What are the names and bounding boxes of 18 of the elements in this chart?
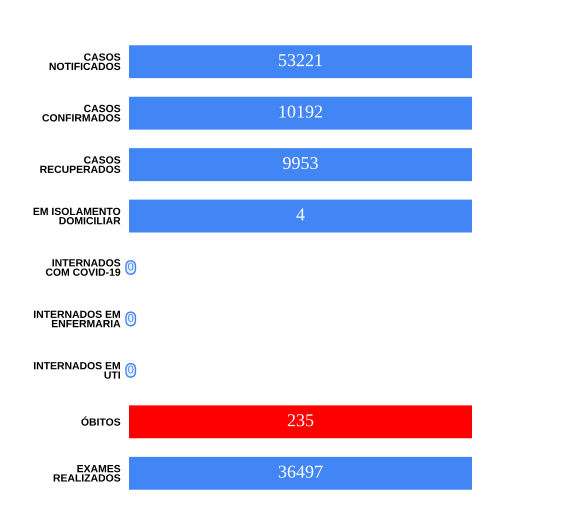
data-label: 10192 [280,106,322,118]
data-label: 53221 [278,54,322,66]
category-label: CASOS CONFIRMADOS [42,104,120,122]
category-label: EXAMES REALIZADOS [54,464,120,482]
data-label: 235 [288,414,314,426]
data-label: 0 [128,366,134,374]
category-label: CASOS NOTIFICADOS [50,53,120,70]
data-label: 0 [128,314,134,322]
category-label: INTERNADOS EM ENFERMARIA [34,310,120,328]
data-label: 9953 [283,156,318,170]
category-label: EM ISOLAMENTO DOMICILIAR [34,208,120,224]
category-label: ÓBITOS [81,416,120,426]
category-label: CASOS RECUPERADOS [40,156,120,173]
category-label: INTERNADOS EM UTI [34,362,120,379]
data-label: 4 [296,208,305,220]
data-label: 0 [128,262,134,270]
category-label: INTERNADOS COM COVID-19 [46,259,120,276]
data-label: 36497 [278,466,323,478]
